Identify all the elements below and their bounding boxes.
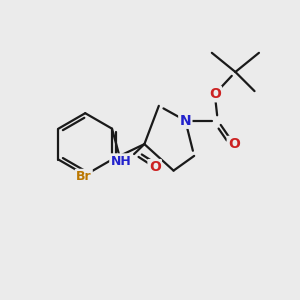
Text: N: N <box>179 114 191 128</box>
Text: O: O <box>209 87 221 101</box>
Text: NH: NH <box>110 154 131 167</box>
Text: Br: Br <box>76 170 92 183</box>
Text: O: O <box>228 137 240 151</box>
Text: O: O <box>149 160 161 174</box>
